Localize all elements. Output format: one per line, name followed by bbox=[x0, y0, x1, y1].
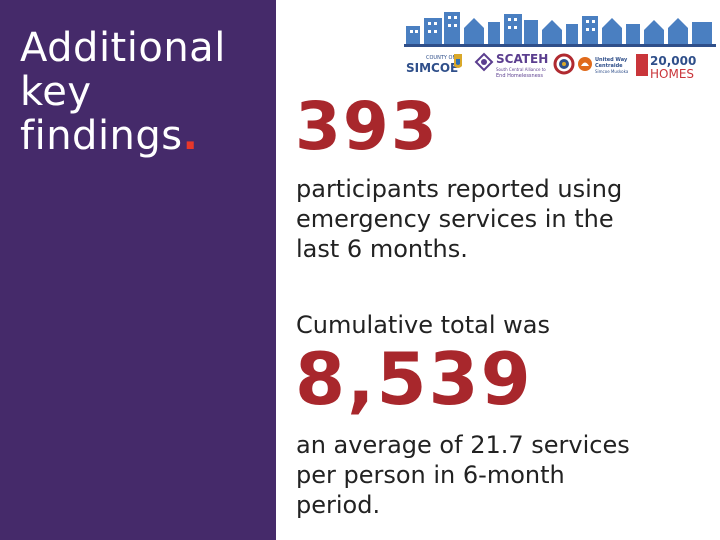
svg-text:South Central Alliance to: South Central Alliance to bbox=[496, 67, 546, 72]
united-way-logo: United Way Centraide Simcoe Muskoka bbox=[578, 57, 629, 74]
title-period: . bbox=[182, 113, 199, 159]
scateh-logo: SCATEH South Central Alliance to End Hom… bbox=[474, 52, 548, 79]
skyline-icon bbox=[406, 12, 712, 44]
partner-logo-banner: COUNTY OF SIMCOE SCATEH South Central Al… bbox=[404, 12, 716, 81]
svg-text:20,000: 20,000 bbox=[650, 54, 696, 68]
svg-text:HOMES: HOMES bbox=[650, 67, 694, 81]
svg-text:COUNTY OF: COUNTY OF bbox=[426, 55, 455, 61]
title-line-1: Additional bbox=[20, 25, 226, 71]
simcoe-logo: COUNTY OF SIMCOE bbox=[406, 54, 462, 75]
stat-cumulative-total: 8,539 bbox=[295, 337, 533, 421]
svg-text:SCATEH: SCATEH bbox=[496, 52, 548, 66]
page-title: Additional key findings. bbox=[20, 26, 226, 158]
cumulative-intro: Cumulative total was bbox=[296, 311, 550, 339]
emblem-icon bbox=[553, 53, 575, 75]
stat-emergency-description: participants reported using emergency se… bbox=[296, 174, 696, 264]
stat-emergency-line-2: emergency services in the bbox=[296, 205, 614, 233]
title-line-2: key bbox=[20, 69, 92, 115]
title-line-3-text: findings bbox=[20, 113, 183, 159]
title-line-3: findings. bbox=[20, 114, 226, 158]
sidebar-panel: Additional key findings. bbox=[0, 0, 276, 540]
stat-emergency-line-3: last 6 months. bbox=[296, 235, 468, 263]
svg-text:United Way: United Way bbox=[595, 57, 628, 63]
stat-average-description: an average of 21.7 services per person i… bbox=[296, 430, 706, 520]
stat-average-line-1: an average of 21.7 services bbox=[296, 431, 630, 459]
svg-text:End Homelessness: End Homelessness bbox=[496, 73, 543, 79]
stat-emergency-count: 393 bbox=[295, 88, 439, 165]
stat-average-line-2: per person in 6-month bbox=[296, 461, 565, 489]
svg-text:Simcoe Muskoka: Simcoe Muskoka bbox=[595, 69, 629, 74]
20000-homes-logo: 20,000 HOMES bbox=[636, 54, 696, 81]
stat-emergency-line-1: participants reported using bbox=[296, 175, 623, 203]
svg-text:Centraide: Centraide bbox=[595, 63, 623, 69]
stat-average-line-3: period. bbox=[296, 491, 381, 519]
svg-text:SIMCOE: SIMCOE bbox=[406, 61, 458, 75]
